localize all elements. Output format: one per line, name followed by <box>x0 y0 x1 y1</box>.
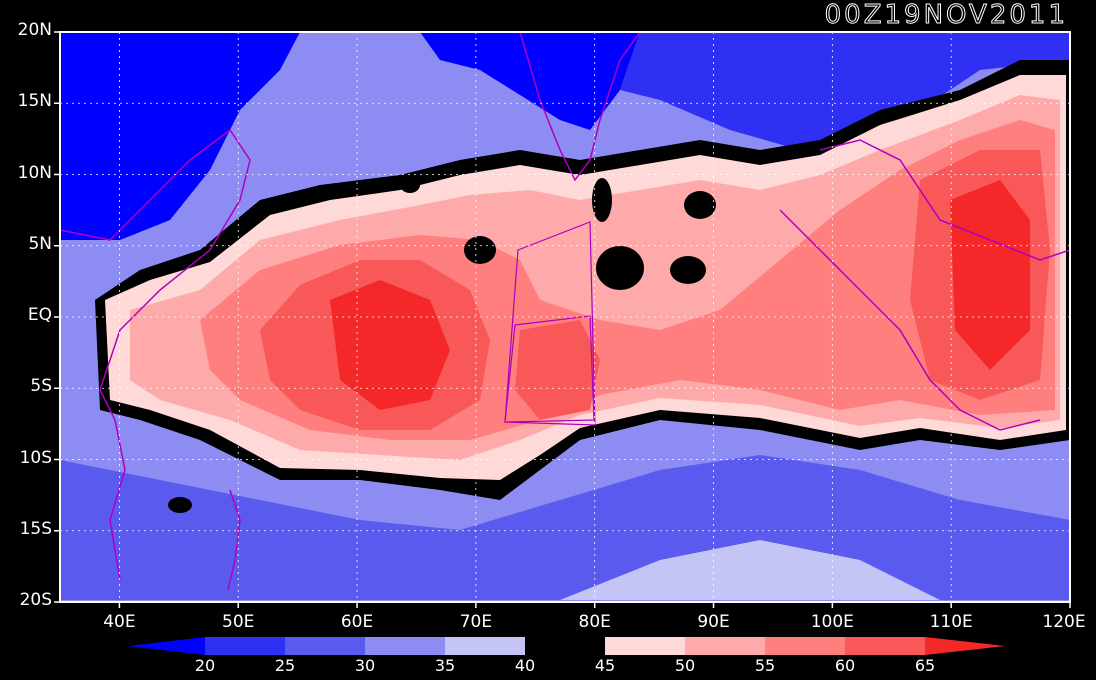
lat-lon-grid <box>60 32 1070 602</box>
lat-label: 10S <box>19 447 52 468</box>
contour-region-low-ne <box>620 32 1070 150</box>
colorbar-level-label: 60 <box>834 656 856 675</box>
lat-label: 5N <box>28 233 52 254</box>
coastline <box>819 139 1070 261</box>
colorbar-segment <box>845 637 925 655</box>
colorbar-level-label: 40 <box>514 656 536 675</box>
colorbar-arrow-high <box>925 637 1005 655</box>
contour-region-over-65-east <box>950 180 1030 370</box>
valid-time-title: 00Z19NOV2011 <box>824 0 1068 31</box>
lon-label: 40E <box>103 612 136 632</box>
contour-region-over-65 <box>330 280 450 410</box>
colorbar-segment <box>365 637 445 655</box>
lat-label: EQ <box>27 305 52 325</box>
colorbar-level-label: 20 <box>194 656 216 675</box>
lon-label: 60E <box>340 612 374 632</box>
lon-label: 80E <box>578 612 611 632</box>
coastline <box>227 489 241 591</box>
lon-label: 90E <box>697 612 730 632</box>
colorbar-segment <box>765 637 845 655</box>
colorbar-segment <box>445 637 525 655</box>
coastline <box>779 209 1041 431</box>
colorbar-level-label: 65 <box>914 656 936 675</box>
lon-label: 100E <box>810 612 854 632</box>
colorbar-level-label: 45 <box>594 656 616 675</box>
colorbar <box>128 637 1005 655</box>
lon-label: 70E <box>459 612 493 632</box>
contour-spot <box>592 178 612 222</box>
colorbar-segment <box>605 637 685 655</box>
contour-map <box>60 32 1070 602</box>
colorbar-level-label: 35 <box>434 656 456 675</box>
lon-label: 110E <box>929 612 973 632</box>
coastline <box>60 128 251 581</box>
colorbar-segment <box>685 637 765 655</box>
axis-ticks <box>54 31 1071 608</box>
contour-spot <box>670 256 706 284</box>
region-box-inner <box>504 315 595 423</box>
colorbar-level-label: 25 <box>274 656 296 675</box>
colorbar-level-label: 50 <box>674 656 696 675</box>
lon-label: 120E <box>1042 612 1086 632</box>
colorbar-level-label: 30 <box>354 656 376 675</box>
contour-region-60-65-box <box>515 320 600 420</box>
lat-label: 10N <box>17 162 52 183</box>
lat-label: 15S <box>19 518 52 539</box>
contour-spot <box>596 246 644 290</box>
contour-spot <box>684 191 716 219</box>
lat-label: 15N <box>17 91 52 112</box>
lat-label: 5S <box>30 376 52 397</box>
coastline <box>519 32 641 182</box>
lat-label: 20N <box>17 20 52 40</box>
contour-region-pale-south <box>560 540 940 600</box>
lon-label: 50E <box>222 612 255 632</box>
region-box-outer <box>504 221 596 426</box>
colorbar-segment <box>205 637 285 655</box>
contour-region-low-nw <box>60 32 300 240</box>
contour-region-low-north <box>420 32 640 130</box>
colorbar-segment <box>285 637 365 655</box>
contour-spot <box>464 236 496 264</box>
colorbar-segment <box>525 637 605 655</box>
contour-spot <box>400 177 420 193</box>
colorbar-level-label: 55 <box>754 656 776 675</box>
contour-spot <box>168 497 192 513</box>
colorbar-arrow-low <box>128 637 205 655</box>
lat-label: 20S <box>19 590 52 610</box>
